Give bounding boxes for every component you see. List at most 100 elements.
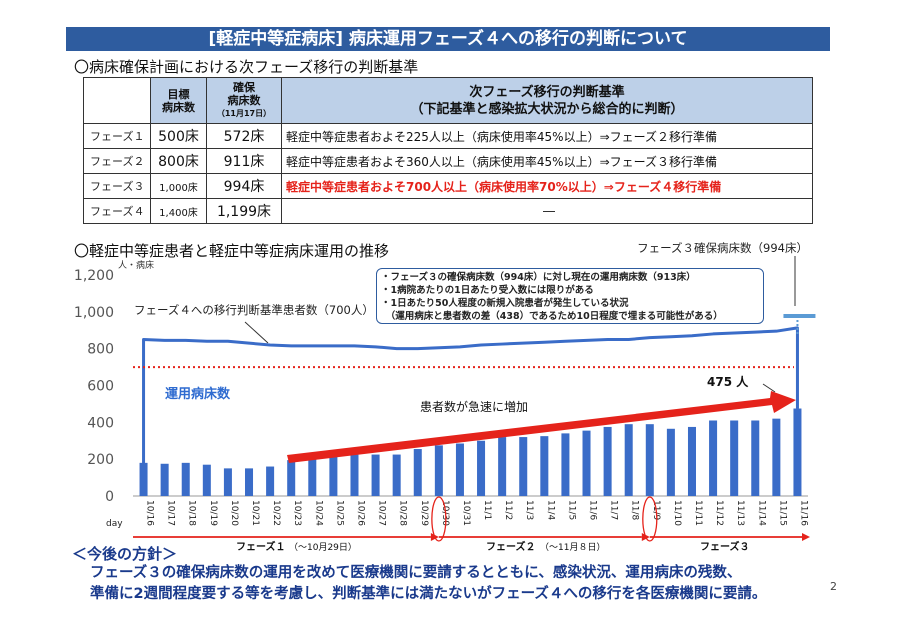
x-tick-label: 11/11 xyxy=(693,500,703,526)
bar-patients xyxy=(793,408,802,496)
y-tick-label: 1,200 xyxy=(74,268,114,284)
phase1-arrowhead xyxy=(430,533,439,541)
header-secured-date: （11月17日） xyxy=(216,109,272,118)
x-tick-label: 11/14 xyxy=(756,500,766,526)
x-tick-label: 10/31 xyxy=(461,500,471,526)
x-tick-label: 11/2 xyxy=(503,500,513,520)
row-phase: フェーズ４ xyxy=(83,198,151,224)
header-criteria-l1: 次フェーズ移行の判断基準 xyxy=(469,84,625,100)
bar-patients xyxy=(498,437,507,496)
bar-patients xyxy=(687,426,696,496)
x-tick-label: 11/10 xyxy=(672,500,682,526)
phase2-arrowhead xyxy=(641,533,650,541)
x-tick-label: 10/27 xyxy=(377,500,387,526)
x-tick-label: 10/22 xyxy=(271,500,281,526)
callout-line-1: ・フェーズ３の確保病床数（994床）に対し現在の運用病床数（913床） xyxy=(381,272,696,283)
row-secured-beds: 1,199床 xyxy=(206,198,282,224)
bar-patients xyxy=(624,424,633,496)
policy-line-2: 準備に2週間程度要する等を考慮し、判断基準には満たないがフェーズ４への移行を各医… xyxy=(90,586,767,602)
callout-line-3: ・1日あたり50人程度の新規入院患者が発生している状況 xyxy=(381,298,629,309)
bar-patients xyxy=(666,428,675,496)
y-axis-title: 人・病床 xyxy=(118,259,154,271)
criteria-table: 目標 病床数 確保 病床数 （11月17日） 次フェーズ移行の判断基準 （下記基… xyxy=(83,77,813,224)
x-tick-label: 11/8 xyxy=(630,500,640,520)
bar-patients xyxy=(266,466,275,496)
bar-patients xyxy=(329,455,338,496)
y-tick-label: 600 xyxy=(87,379,114,395)
page-number: 2 xyxy=(830,580,837,593)
last-value-leader xyxy=(762,383,776,393)
bar-patients xyxy=(730,420,739,496)
x-tick-label: 10/17 xyxy=(166,500,176,526)
callout-line-4: （運用病床と患者数の差（438）であるため10日程度で埋まる可能性がある） xyxy=(381,311,723,322)
bar-patients xyxy=(645,424,654,496)
bar-patients xyxy=(202,464,211,496)
line-label-operating-beds: 運用病床数 xyxy=(165,386,231,402)
row-target-beds: 1,400床 xyxy=(150,198,207,224)
policy-text: フェーズ３の確保病床数の運用を改めて医療機関に要請するとともに、感染状況、運用病… xyxy=(90,563,830,605)
y-tick-label: 200 xyxy=(87,452,114,468)
criteria-row: フェーズ３ 1,000床 994床 軽症中等症患者およそ700人以上（病床使用率70%… xyxy=(83,173,813,199)
x-tick-label: 11/13 xyxy=(735,500,745,526)
bar-patients xyxy=(181,462,190,496)
bar-patients xyxy=(223,468,232,496)
row-criteria: ― xyxy=(281,198,813,224)
section-trend-heading: 〇軽症中等症患者と軽症中等症病床運用の推移 xyxy=(74,242,390,260)
x-tick-label: 11/3 xyxy=(524,500,534,520)
phase3-secured-label: フェーズ３確保病床数（994床） xyxy=(637,241,808,255)
criteria-table-header: 目標 病床数 確保 病床数 （11月17日） 次フェーズ移行の判断基準 （下記基… xyxy=(83,77,813,124)
x-tick-label: 10/25 xyxy=(334,500,344,526)
header-target-l2: 病床数 xyxy=(162,100,195,114)
x-tick-label: 11/4 xyxy=(545,500,555,520)
phase3-label: フェーズ３ xyxy=(700,540,750,553)
line-operating-beds xyxy=(142,326,799,496)
x-tick-label: 10/26 xyxy=(355,500,365,526)
x-tick-label: 11/1 xyxy=(482,500,492,520)
policy-heading: ＜今後の方針＞ xyxy=(72,545,178,563)
x-axis-title: day xyxy=(106,519,123,529)
bar-patients xyxy=(434,445,443,496)
bar-patients xyxy=(709,420,718,496)
phase2-label: フェーズ２ xyxy=(486,540,536,553)
header-secured-l1: 確保 xyxy=(233,81,255,94)
phase2-note: （～11月８日） xyxy=(540,542,605,553)
x-tick-label: 11/7 xyxy=(609,500,619,520)
bar-patients xyxy=(561,433,570,496)
x-tick-label: 10/28 xyxy=(398,500,408,526)
trend-arrow xyxy=(287,391,796,463)
phase1-note: （～10月29日） xyxy=(289,542,357,553)
x-tick-label: 10/21 xyxy=(250,500,260,526)
header-criteria: 次フェーズ移行の判断基準 （下記基準と感染拡大状況から総合的に判断） xyxy=(281,77,813,124)
x-tick-label: 10/19 xyxy=(208,500,218,526)
row-secured-beds: 572床 xyxy=(206,123,282,149)
date-highlight-circle xyxy=(642,496,658,542)
row-criteria: 軽症中等症患者およそ360人以上（病床使用率45%以上）⇒フェーズ３移行準備 xyxy=(281,148,813,174)
x-tick-label: 10/23 xyxy=(292,500,302,526)
bar-patients xyxy=(477,440,486,496)
last-value-label: 475 人 xyxy=(707,374,749,389)
callout-box: ・フェーズ３の確保病床数（994床）に対し現在の運用病床数（913床） ・1病院… xyxy=(376,268,764,324)
bar-patients xyxy=(582,430,591,496)
bar-patients xyxy=(245,468,254,496)
row-criteria: 軽症中等症患者およそ700人以上（病床使用率70%以上）⇒フェーズ４移行準備 xyxy=(281,173,813,199)
criteria-row: フェーズ４ 1,400床 1,199床 ― xyxy=(83,198,813,224)
y-tick-label: 800 xyxy=(87,342,114,358)
threshold-label: フェーズ４への移行判断基準患者数（700人） xyxy=(134,303,374,317)
x-tick-label: 11/16 xyxy=(798,500,808,526)
x-tick-label: 11/12 xyxy=(714,500,724,526)
y-tick-label: 0 xyxy=(105,489,114,505)
header-criteria-l2: （下記基準と感染拡大状況から総合的に判断） xyxy=(410,101,684,117)
x-tick-label: 10/16 xyxy=(145,500,155,526)
x-tick-label: 10/29 xyxy=(419,500,429,526)
bar-patients xyxy=(540,436,549,496)
header-secured: 確保 病床数 （11月17日） xyxy=(206,77,282,124)
callout-line-2: ・1病院あたりの1日あたり受入数には限りがある xyxy=(381,285,594,296)
x-tick-label: 10/24 xyxy=(313,500,323,526)
bar-patients xyxy=(392,454,401,496)
bar-patients xyxy=(772,418,781,496)
bar-patients xyxy=(371,454,380,496)
bar-patients xyxy=(350,454,359,496)
x-tick-label: 10/18 xyxy=(187,500,197,526)
criteria-row: フェーズ２ 800床 911床 軽症中等症患者およそ360人以上（病床使用率45%以上… xyxy=(83,148,813,174)
